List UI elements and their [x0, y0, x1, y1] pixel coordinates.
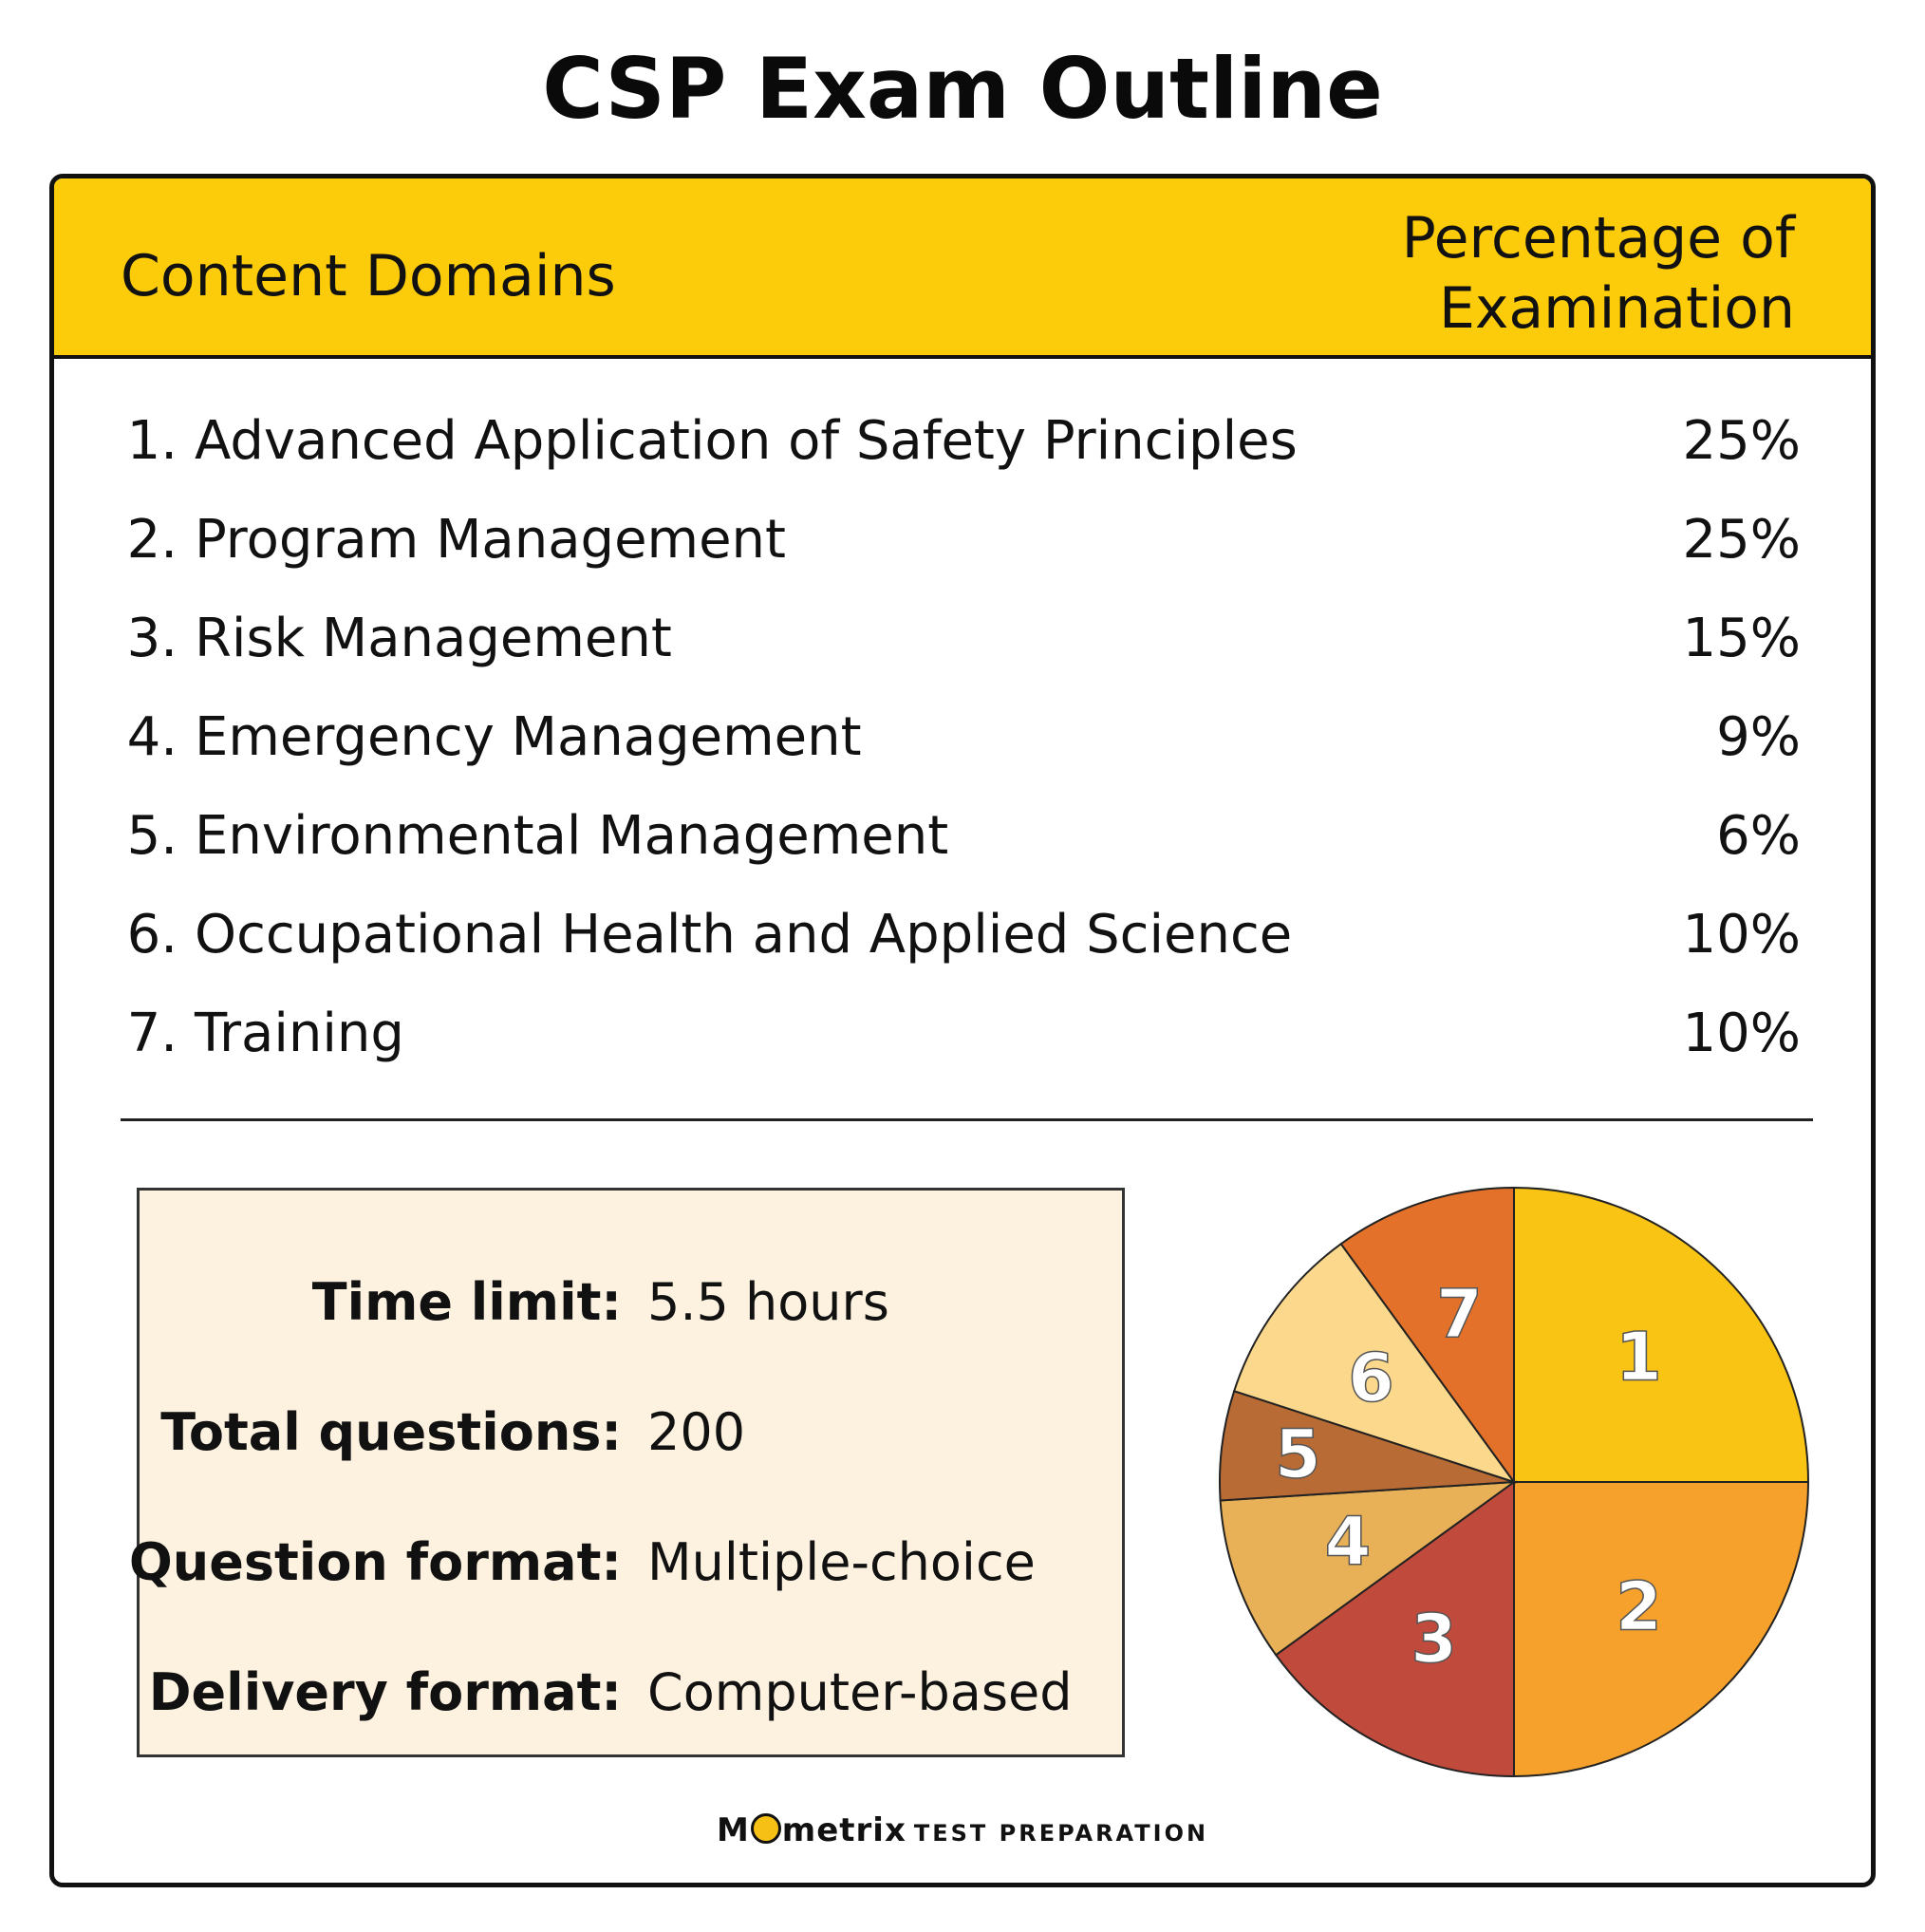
domain-percentage: 25%: [1682, 509, 1801, 571]
pie-label-5: 5: [1275, 1416, 1321, 1493]
fact-value: 5.5 hours: [647, 1272, 889, 1332]
fact-value: 200: [647, 1402, 746, 1462]
percentage-header-line2: Examination: [1438, 275, 1795, 342]
domain-number: 5.: [126, 805, 178, 867]
domain-number: 4.: [126, 706, 178, 768]
table-header: Content Domains Percentage of Examinatio…: [54, 178, 1871, 359]
pie-label-4: 4: [1325, 1503, 1372, 1581]
pie-slice-3: [1274, 1480, 1515, 1778]
content-domains-header: Content Domains: [121, 243, 616, 309]
domain-row: 5. Environmental Management 6%: [121, 787, 1801, 886]
domain-number: 7.: [126, 1003, 178, 1064]
percentage-header-line1: Percentage of: [1401, 205, 1795, 272]
domain-percentage: 25%: [1682, 410, 1801, 472]
domain-percentage: 9%: [1716, 706, 1801, 768]
pie-label-7: 7: [1436, 1275, 1483, 1353]
pie-label-3: 3: [1411, 1601, 1457, 1679]
domain-name: Advanced Application of Safety Principle…: [195, 410, 1298, 472]
pie-slice-4: [1219, 1480, 1518, 1657]
domain-row: 6. Occupational Health and Applied Scien…: [121, 886, 1801, 985]
fact-label: Delivery format:: [148, 1662, 622, 1722]
domain-percentage: 6%: [1716, 805, 1801, 867]
percentage-header: Percentage of Examination: [1402, 203, 1795, 344]
domain-row: 3. Risk Management 15%: [121, 590, 1801, 688]
domain-row: 4. Emergency Management 9%: [121, 688, 1801, 787]
pie-label-6: 6: [1348, 1340, 1394, 1417]
domain-name: Occupational Health and Applied Science: [195, 904, 1293, 966]
brand-logo-m: M: [716, 1811, 750, 1849]
section-divider: [121, 1118, 1813, 1121]
page-title: CSP Exam Outline: [542, 40, 1383, 138]
brand-logo-rest: metrix: [781, 1811, 906, 1849]
domain-number: 6.: [126, 904, 178, 966]
pie-slice-1: [1513, 1186, 1810, 1483]
pie-slice-7: [1339, 1186, 1515, 1486]
fact-label: Total questions:: [160, 1402, 622, 1462]
pie-slice-6: [1232, 1242, 1517, 1484]
fact-question-format: Question format: Multiple-choice: [129, 1525, 1122, 1601]
domain-number: 1.: [126, 410, 178, 472]
domain-name: Emergency Management: [195, 706, 862, 768]
fact-value: Computer-based: [647, 1662, 1073, 1722]
fact-delivery-format: Delivery format: Computer-based: [140, 1655, 1122, 1731]
domain-list: 1. Advanced Application of Safety Princi…: [121, 392, 1801, 1083]
fact-time-limit: Time limit: 5.5 hours: [140, 1265, 1122, 1341]
domain-number: 3.: [126, 608, 178, 669]
domain-number: 2.: [126, 509, 178, 571]
domain-row: 7. Training 10%: [121, 985, 1801, 1083]
domain-name: Program Management: [195, 509, 786, 571]
domain-row: 2. Program Management 25%: [121, 491, 1801, 590]
checkmark-icon: [750, 1813, 781, 1844]
domain-name: Risk Management: [195, 608, 672, 669]
pie-label-1: 1: [1616, 1318, 1662, 1396]
domain-percentage: 10%: [1682, 1003, 1801, 1064]
domain-percentage: 10%: [1682, 904, 1801, 966]
fact-label: Question format:: [128, 1532, 622, 1592]
domain-percentage: 15%: [1682, 608, 1801, 669]
fact-value: Multiple-choice: [647, 1532, 1036, 1592]
brand-subtitle: TEST PREPARATION: [913, 1820, 1209, 1847]
fact-total-questions: Total questions: 200: [140, 1395, 1122, 1471]
pie-slice-2: [1513, 1481, 1810, 1778]
domain-name: Environmental Management: [195, 805, 949, 867]
pie-label-2: 2: [1616, 1568, 1662, 1646]
domain-name: Training: [195, 1003, 404, 1064]
fact-label: Time limit:: [311, 1272, 622, 1332]
domain-row: 1. Advanced Application of Safety Princi…: [121, 392, 1801, 491]
outline-card: Content Domains Percentage of Examinatio…: [49, 174, 1876, 1887]
exam-facts-box: Time limit: 5.5 hours Total questions: 2…: [129, 1188, 1125, 1757]
